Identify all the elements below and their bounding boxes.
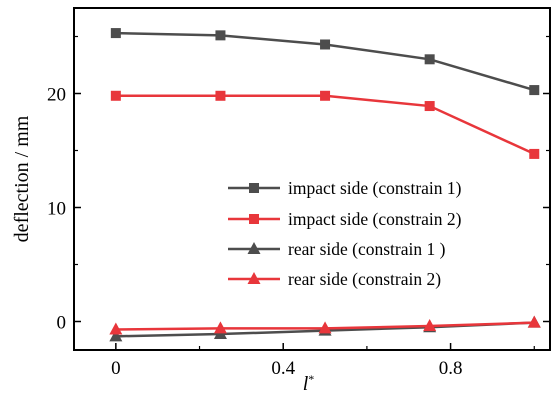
y-tick-label: 10 <box>47 199 66 220</box>
legend-label: rear side (constrain 1 ) <box>288 239 446 259</box>
legend-item-2: impact side (constrain 2) <box>228 209 462 229</box>
data-point <box>527 315 541 328</box>
data-point <box>424 101 435 112</box>
x-axis-title-main: l <box>303 373 309 395</box>
data-point <box>109 329 123 342</box>
data-point <box>529 85 540 96</box>
legend: impact side (constrain 1) impact side (co… <box>228 178 462 289</box>
series-line <box>115 94 535 156</box>
y-axis-title: deflection / mm <box>11 115 33 242</box>
series-layer <box>109 28 541 342</box>
data-point <box>320 90 331 101</box>
series-1 <box>110 28 540 96</box>
x-axis-title-superscript: * <box>308 372 314 386</box>
plot-border <box>73 7 551 351</box>
legend-marker <box>249 183 259 193</box>
data-point <box>213 321 227 334</box>
x-axis-title: l* <box>303 372 315 395</box>
x-tick-label: 0 <box>111 358 121 379</box>
legend-marker <box>247 242 261 254</box>
data-point <box>318 321 332 334</box>
data-point <box>424 54 435 65</box>
legend-marker <box>247 272 261 284</box>
x-tick-label: 0.8 <box>439 358 463 379</box>
series-2 <box>110 90 540 159</box>
data-point <box>215 90 226 101</box>
legend-label: impact side (constrain 1) <box>288 178 462 198</box>
data-point <box>320 39 331 50</box>
legend-item-4: rear side (constrain 2) <box>228 269 441 289</box>
y-tick-label: 0 <box>57 313 67 334</box>
data-point <box>215 30 226 41</box>
legend-item-1: impact side (constrain 1) <box>228 178 462 198</box>
data-point <box>110 90 121 101</box>
data-point <box>110 28 121 39</box>
plot-frame <box>73 7 551 351</box>
data-point <box>529 148 540 159</box>
x-tick-label: 0.4 <box>271 358 295 379</box>
data-point <box>109 322 123 335</box>
legend-item-3: rear side (constrain 1 ) <box>228 239 446 259</box>
y-tick-label: 20 <box>47 85 66 106</box>
series-4 <box>109 315 541 335</box>
axis-ticks: 0 0.4 0.8 0 10 20 <box>47 35 550 379</box>
legend-label: rear side (constrain 2) <box>288 269 441 289</box>
legend-marker <box>249 214 259 224</box>
data-point <box>423 319 437 332</box>
legend-label: impact side (constrain 2) <box>288 209 462 229</box>
